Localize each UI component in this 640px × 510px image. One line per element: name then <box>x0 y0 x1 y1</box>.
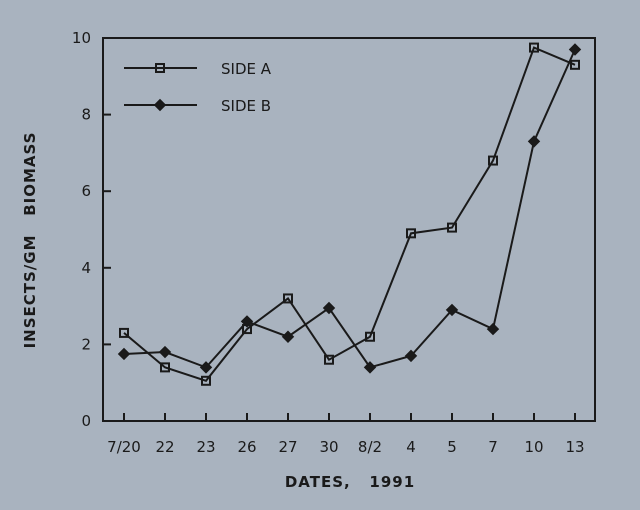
x-tick-label: 8/2 <box>358 438 382 456</box>
marker-side-b <box>240 315 254 328</box>
x-tick-label: 7/20 <box>107 438 141 456</box>
marker-side-b <box>568 43 582 56</box>
y-tick-label: 8 <box>81 106 91 124</box>
marker-side-b <box>527 135 541 148</box>
marker-legend-side-a <box>155 63 165 73</box>
x-tick-label: 22 <box>155 438 174 456</box>
x-tick-label: 30 <box>319 438 338 456</box>
marker-side-b <box>322 301 336 315</box>
legend: SIDE A SIDE B <box>124 60 272 115</box>
x-axis-title: DATES, 1991 <box>285 473 415 491</box>
marker-side-a <box>447 222 457 233</box>
marker-side-a <box>324 354 334 365</box>
marker-side-a <box>570 59 580 70</box>
legend-label-side-b: SIDE B <box>221 97 271 115</box>
y-axis-title: INSECTS/GM BIOMASS <box>21 132 39 349</box>
legend-label-side-a: SIDE A <box>221 60 272 78</box>
y-tick-label: 0 <box>81 412 91 430</box>
x-tick-label: 23 <box>196 438 215 456</box>
y-tick-label: 10 <box>72 29 91 47</box>
x-tick-label: 26 <box>237 438 256 456</box>
marker-side-b <box>404 349 418 363</box>
marker-side-b <box>445 303 459 317</box>
marker-side-b <box>158 345 172 359</box>
series-side-a <box>119 42 580 386</box>
x-tick-label: 10 <box>524 438 543 456</box>
series-line-side-a <box>123 46 576 382</box>
marker-side-a <box>201 375 211 386</box>
legend-item-side-a: SIDE A <box>124 60 272 78</box>
marker-side-a <box>160 362 170 373</box>
y-tick-label: 6 <box>81 182 91 200</box>
y-tick-label: 2 <box>81 335 91 353</box>
marker-side-a <box>529 42 539 53</box>
marker-side-a <box>406 228 416 239</box>
marker-side-b <box>486 322 500 336</box>
marker-side-b <box>199 361 213 374</box>
y-tick-label: 4 <box>81 259 91 277</box>
legend-item-side-b: SIDE B <box>124 97 271 115</box>
marker-side-a <box>119 327 129 338</box>
x-axis: 7/20 22 23 26 27 30 8/2 4 5 7 10 13 <box>107 413 585 456</box>
x-tick-label: 7 <box>488 438 498 456</box>
x-tick-label: 27 <box>278 438 297 456</box>
marker-side-b <box>117 347 131 361</box>
series-layer <box>117 42 582 386</box>
marker-side-b <box>281 330 295 343</box>
marker-side-b <box>363 361 377 374</box>
series-side-b <box>117 43 582 374</box>
x-tick-label: 5 <box>447 438 457 456</box>
series-line-side-b <box>123 49 576 369</box>
y-axis: 0 2 4 6 8 10 <box>72 29 111 430</box>
marker-side-a <box>283 293 293 304</box>
x-tick-label: 13 <box>565 438 584 456</box>
marker-side-a <box>365 331 375 342</box>
marker-legend-side-b <box>153 98 167 112</box>
marker-side-a <box>488 155 498 166</box>
x-tick-label: 4 <box>406 438 416 456</box>
plot-frame <box>102 37 596 422</box>
